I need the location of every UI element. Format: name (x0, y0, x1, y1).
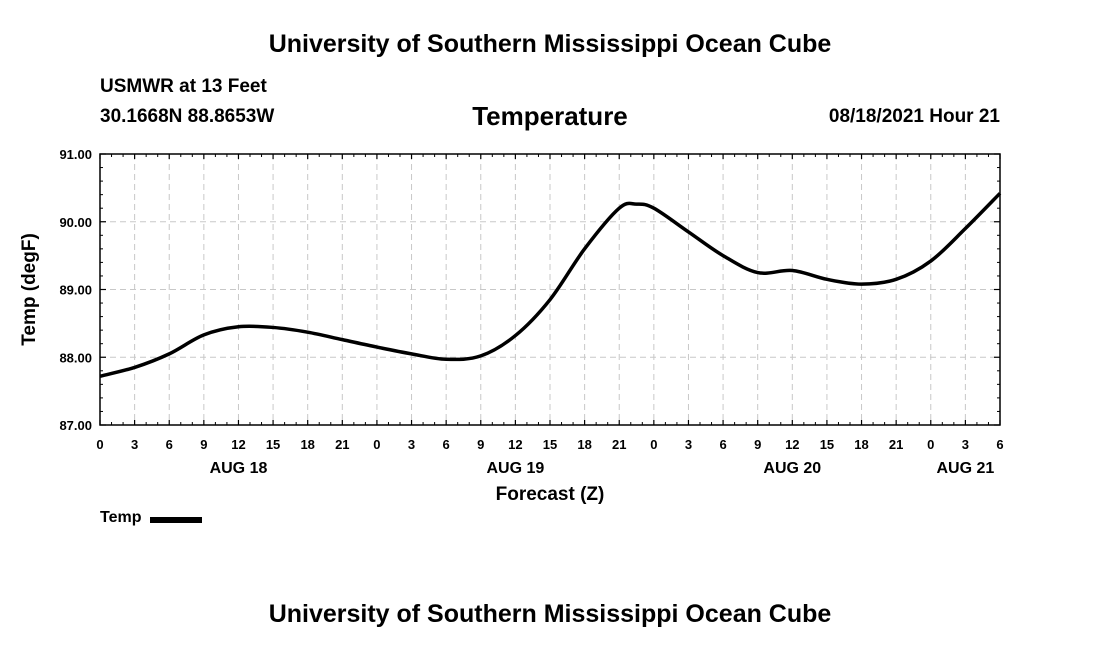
x-tick-label: 18 (577, 437, 591, 452)
y-tick-label: 88.00 (59, 350, 92, 365)
day-label: AUG 18 (210, 460, 268, 477)
x-tick-label: 12 (508, 437, 522, 452)
x-tick-label: 21 (889, 437, 903, 452)
chart-title: Temperature (472, 101, 628, 131)
x-tick-label: 3 (685, 437, 692, 452)
x-tick-label: 21 (612, 437, 626, 452)
y-tick-label: 91.00 (59, 147, 92, 162)
x-tick-label: 6 (719, 437, 726, 452)
y-tick-label: 87.00 (59, 418, 92, 433)
x-tick-label: 3 (408, 437, 415, 452)
x-tick-label: 21 (335, 437, 349, 452)
x-tick-label: 0 (96, 437, 103, 452)
x-tick-label: 6 (443, 437, 450, 452)
x-tick-label: 12 (231, 437, 245, 452)
forecast-datetime: 08/18/2021 Hour 21 (828, 106, 1000, 127)
x-tick-label: 12 (785, 437, 799, 452)
day-label: AUG 20 (763, 460, 821, 477)
x-tick-label: 0 (650, 437, 657, 452)
x-axis-title: Forecast (Z) (496, 484, 605, 505)
x-tick-label: 9 (477, 437, 484, 452)
x-tick-label: 9 (754, 437, 761, 452)
x-tick-label: 6 (166, 437, 173, 452)
main-title: University of Southern Mississippi Ocean… (268, 30, 832, 58)
x-tick-label: 0 (373, 437, 380, 452)
x-tick-label: 3 (962, 437, 969, 452)
x-tick-label: 9 (200, 437, 207, 452)
x-tick-label: 15 (820, 437, 834, 452)
station-coordinates: 30.1668N 88.8653W (100, 106, 275, 127)
x-tick-label: 18 (300, 437, 314, 452)
x-tick-label: 0 (927, 437, 934, 452)
legend-line-swatch (150, 516, 203, 523)
y-tick-label: 90.00 (59, 215, 92, 230)
y-tick-label: 89.00 (59, 283, 92, 298)
day-label: AUG 21 (936, 460, 994, 477)
x-tick-label: 15 (543, 437, 557, 452)
station-name: USMWR at 13 Feet (100, 76, 267, 97)
x-tick-label: 3 (131, 437, 138, 452)
x-tick-label: 6 (996, 437, 1003, 452)
legend-label: Temp (100, 509, 142, 526)
x-tick-label: 15 (266, 437, 280, 452)
footer-title: University of Southern Mississippi Ocean… (268, 600, 832, 628)
y-axis-title: Temp (degF) (19, 233, 40, 346)
legend: Temp (100, 509, 203, 527)
day-label: AUG 19 (486, 460, 544, 477)
series-line-temp (99, 192, 1002, 378)
x-tick-label: 18 (854, 437, 868, 452)
